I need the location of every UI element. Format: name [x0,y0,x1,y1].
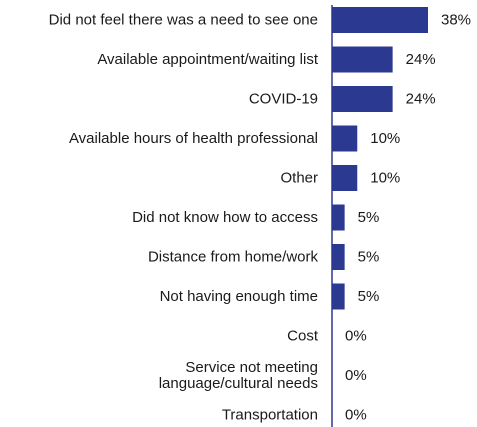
bar [332,7,428,33]
category-label: Available hours of health professional [69,130,318,147]
category-label-line: Did not know how to access [132,209,318,226]
category-label-line: Not having enough time [160,288,318,305]
category-label: Distance from home/work [148,249,319,266]
category-label: COVID-19 [249,91,318,108]
category-label: Not having enough time [160,288,318,305]
value-label: 5% [358,209,380,226]
value-labels: 38% 24% 24% 10% 10% 5% 5% 5% 0% 0% 0% [345,12,471,424]
bar [332,86,393,112]
value-label: 24% [406,51,436,68]
bar [332,284,345,310]
category-label: Service not meeting language/cultural nee… [159,359,318,392]
category-label-line: Available appointment/waiting list [97,51,319,68]
category-label-line: Cost [287,328,319,345]
bar [332,165,357,191]
bar [332,244,345,270]
value-label: 5% [358,288,380,305]
category-label: Did not feel there was a need to see one [49,12,318,29]
category-label-line: Transportation [222,407,318,424]
value-label: 5% [358,249,380,266]
category-label-line: Available hours of health professional [69,130,318,147]
bar [332,205,345,231]
value-label: 0% [345,407,367,424]
category-label: Did not know how to access [132,209,318,226]
category-label-line: Did not feel there was a need to see one [49,12,318,29]
value-label: 24% [406,91,436,108]
category-label-line: Service not meeting [185,359,318,376]
bar [332,126,357,152]
value-label: 0% [345,328,367,345]
category-label: Transportation [222,407,318,424]
value-label: 0% [345,367,367,384]
category-label: Available appointment/waiting list [97,51,319,68]
category-label-line: COVID-19 [249,91,318,108]
value-label: 10% [370,130,400,147]
bar [332,47,393,73]
category-label-line: language/cultural needs [159,375,318,392]
category-label: Other [280,170,318,187]
value-label: 10% [370,170,400,187]
category-label: Cost [287,328,319,345]
value-label: 38% [441,12,471,29]
category-labels: Did not feel there was a need to see one… [49,12,319,424]
category-label-line: Distance from home/work [148,249,319,266]
category-label-line: Other [280,170,318,187]
